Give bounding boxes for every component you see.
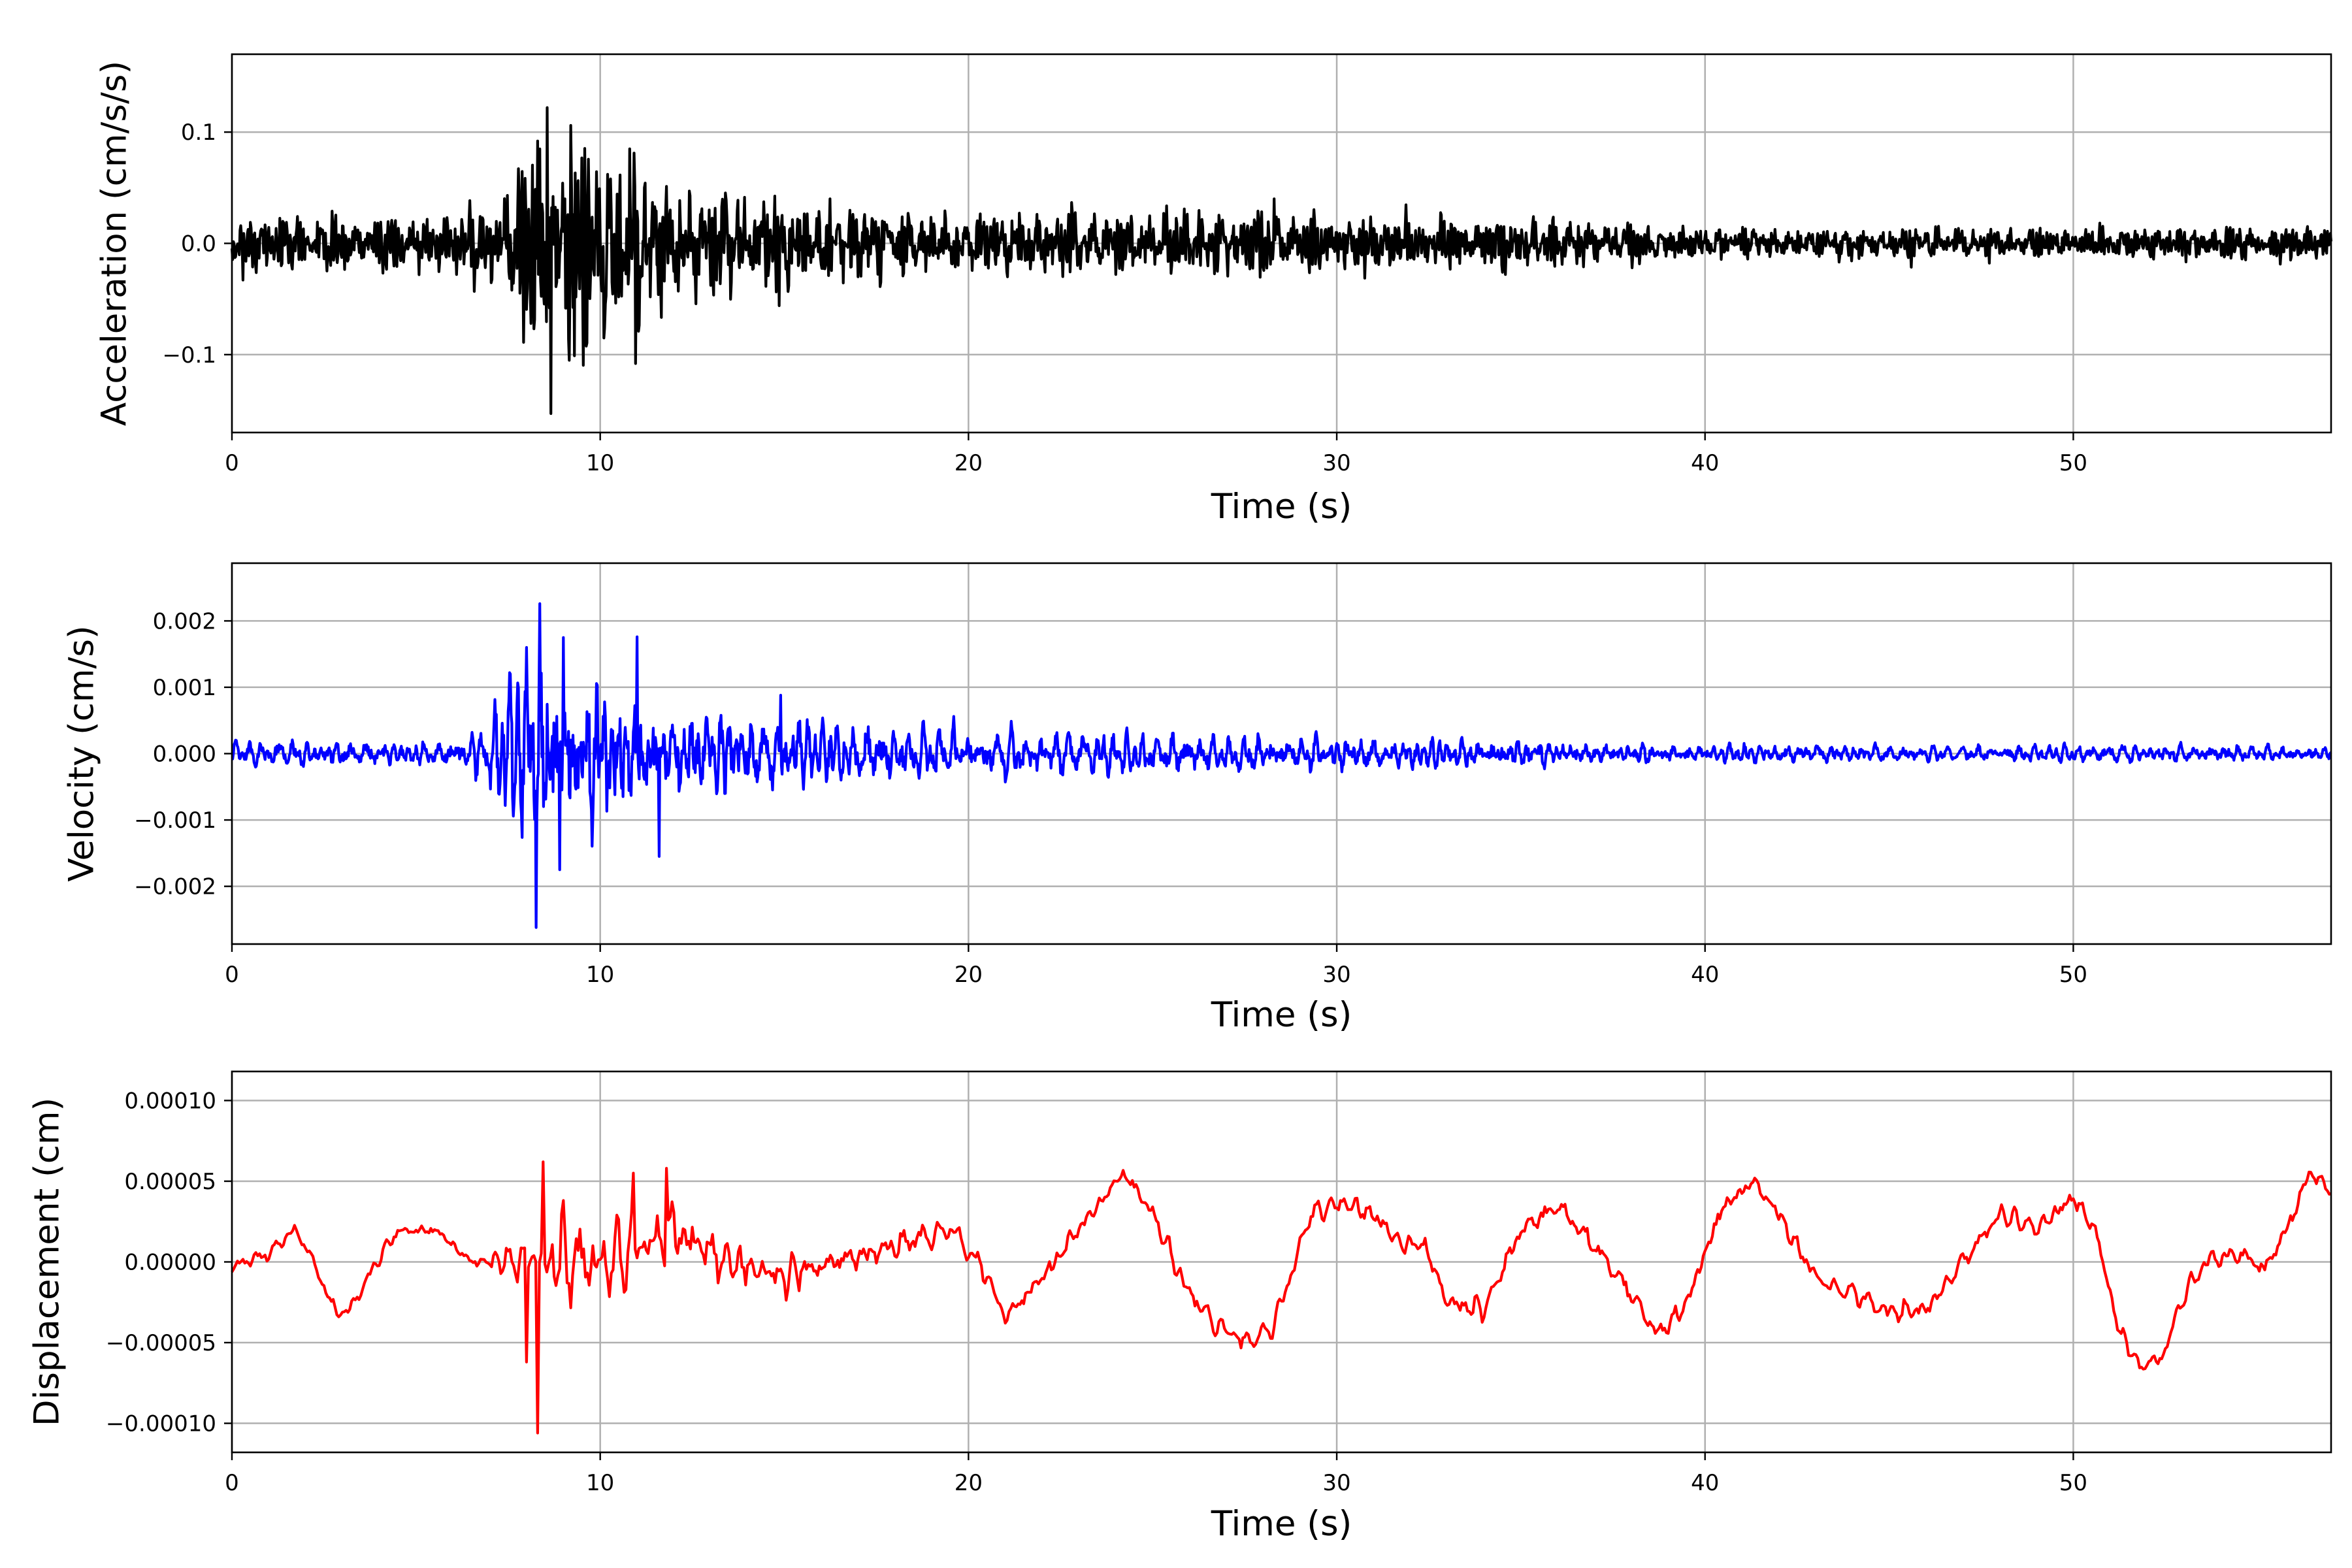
y-tick-label: 0.1: [181, 120, 216, 146]
acceleration-trace: [230, 106, 2333, 416]
y-tick-label: 0.00000: [124, 1250, 216, 1276]
velocity-tick-labels: 0 10 20 30 40 50 −0.002 −0.001 0.000 0.001 0.002: [134, 608, 2087, 988]
displacement-trace: [231, 1160, 2332, 1435]
x-tick-label: 0: [225, 962, 239, 988]
acceleration-tick-labels: 0 10 20 30 40 50 −0.1 0.0 0.1: [162, 120, 2087, 476]
y-tick-label: 0.0: [181, 231, 216, 257]
x-tick-label: 20: [955, 450, 983, 476]
velocity-x-axis-label: Time (s): [1211, 995, 1352, 1035]
velocity-y-axis-label: Velocity (cm/s): [62, 625, 102, 881]
y-tick-label: −0.1: [162, 342, 216, 368]
x-tick-label: 40: [1691, 450, 1719, 476]
acceleration-y-axis-label: Acceleration (cm/s/s): [95, 61, 135, 426]
x-tick-label: 30: [1322, 450, 1350, 476]
velocity-panel: 0 10 20 30 40 50 −0.002 −0.001 0.000 0.001 0.002 T…: [62, 562, 2332, 1035]
y-tick-label: 0.00010: [124, 1088, 216, 1114]
acceleration-tick-marks: [224, 131, 2074, 440]
velocity-trace: [231, 602, 2332, 929]
x-tick-label: 50: [2059, 450, 2087, 476]
displacement-panel: 0 10 20 30 40 50 −0.00010 −0.00005 0.00000 0.0000…: [27, 1070, 2332, 1544]
x-tick-label: 40: [1691, 962, 1719, 988]
displacement-y-axis-label: Displacement (cm): [27, 1098, 67, 1426]
x-tick-label: 20: [955, 1470, 983, 1496]
x-tick-label: 30: [1322, 1470, 1350, 1496]
displacement-grid: [231, 1071, 2331, 1452]
y-tick-label: 0.00005: [124, 1169, 216, 1195]
x-tick-label: 0: [225, 1470, 239, 1496]
y-tick-label: 0.000: [153, 742, 216, 768]
x-tick-label: 40: [1691, 1470, 1719, 1496]
y-tick-label: 0.001: [153, 675, 216, 701]
displacement-tick-labels: 0 10 20 30 40 50 −0.00010 −0.00005 0.00000 0.0000…: [106, 1088, 2087, 1496]
acceleration-panel: 0 10 20 30 40 50 −0.1 0.0 0.1 Time (s) Accelerat…: [95, 53, 2333, 527]
velocity-tick-marks: [224, 620, 2074, 952]
x-tick-label: 10: [586, 1470, 614, 1496]
x-tick-label: 30: [1322, 962, 1350, 988]
x-tick-label: 50: [2059, 962, 2087, 988]
x-tick-label: 50: [2059, 1470, 2087, 1496]
displacement-x-axis-label: Time (s): [1211, 1504, 1352, 1544]
x-tick-label: 10: [586, 450, 614, 476]
y-tick-label: −0.001: [134, 808, 216, 834]
x-tick-label: 20: [955, 962, 983, 988]
displacement-tick-marks: [224, 1100, 2074, 1460]
y-tick-label: −0.002: [134, 874, 216, 900]
acceleration-x-axis-label: Time (s): [1211, 487, 1352, 527]
y-tick-label: −0.00010: [106, 1411, 216, 1437]
x-tick-label: 10: [586, 962, 614, 988]
x-tick-label: 0: [225, 450, 239, 476]
y-tick-label: −0.00005: [106, 1330, 216, 1356]
y-tick-label: 0.002: [153, 608, 216, 634]
